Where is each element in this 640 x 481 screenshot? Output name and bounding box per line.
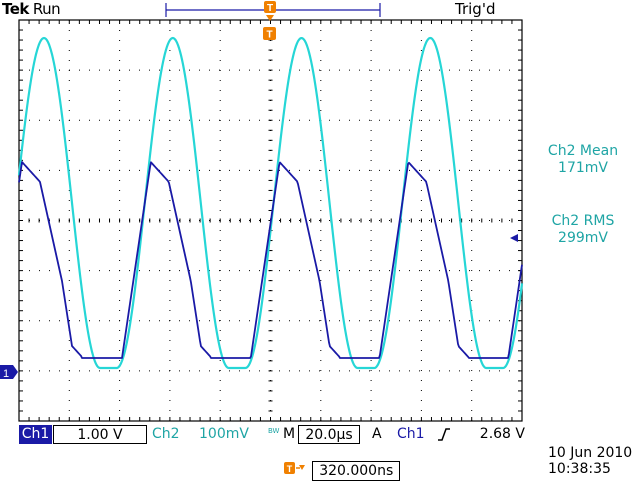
timebase-scale[interactable]: 20.0µs <box>298 425 360 444</box>
brand-logo: Tek Run <box>2 0 61 18</box>
trigger-marker-top: T <box>264 1 276 21</box>
measurement-label: Ch2 RMS <box>551 213 615 229</box>
measurement-value: 299mV <box>558 230 608 246</box>
trigger-marker-graticule: T <box>263 27 276 41</box>
date: 10 Jun 2010 <box>548 445 633 461</box>
rising-edge-icon <box>437 425 451 444</box>
time: 10:38:35 <box>548 461 611 477</box>
brand-text: Tek <box>2 0 29 18</box>
ch2-waveform <box>17 36 524 370</box>
trigger-position-readout[interactable]: T 320.000ns <box>284 461 401 481</box>
trigger-level[interactable]: 2.68 V <box>479 426 525 442</box>
measurement-value: 171mV <box>558 160 608 176</box>
timebase-prefix: M <box>283 426 296 442</box>
bandwidth-limit-mark: BW <box>268 427 280 435</box>
ch1-label[interactable]: Ch1 <box>19 425 52 444</box>
ch1-scale[interactable]: 1.00 V <box>53 425 147 444</box>
trigger-marker-label: T <box>267 3 273 14</box>
measurement-ch2-rms: Ch2 RMS 299mV <box>523 213 640 247</box>
trigger-marker-label-2: T <box>266 30 272 41</box>
acquisition-state: Run <box>32 0 61 18</box>
datetime: 10 Jun 2010 10:38:35 <box>548 445 632 477</box>
svg-text:T: T <box>287 464 293 474</box>
ch2-scale[interactable]: 100mV <box>199 426 249 442</box>
measurement-ch2-mean: Ch2 Mean 171mV <box>523 143 640 177</box>
measurement-label: Ch2 Mean <box>547 143 619 159</box>
trigger-state: Trig'd <box>455 0 496 18</box>
acquisition-mode: A <box>372 426 382 442</box>
trigger-position-icon: T <box>284 462 310 478</box>
ch1-waveform <box>18 161 523 359</box>
ch2-label[interactable]: Ch2 <box>152 426 180 442</box>
trigger-position-value: 320.000ns <box>312 461 401 481</box>
trigger-level-marker <box>510 234 518 242</box>
ch1-ground-marker[interactable]: 1 <box>0 365 18 380</box>
ch1-marker-label: 1 <box>3 368 9 380</box>
trigger-source[interactable]: Ch1 <box>397 426 425 442</box>
